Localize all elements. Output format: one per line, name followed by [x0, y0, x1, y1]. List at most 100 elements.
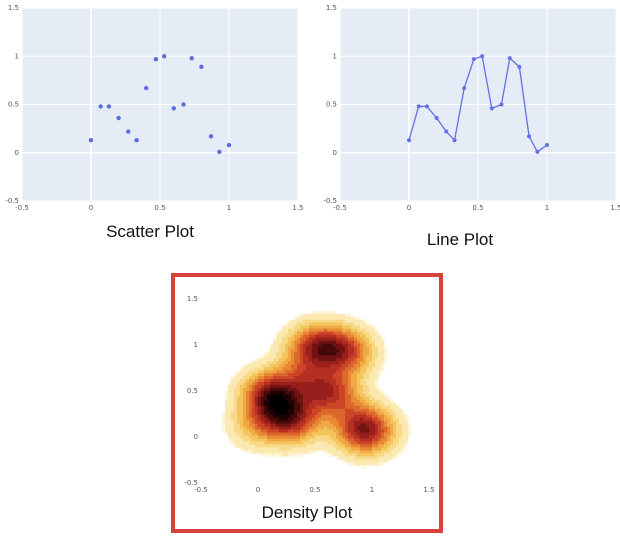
density-cell	[225, 414, 229, 419]
density-cell	[384, 447, 388, 451]
density-cell	[324, 396, 328, 401]
density-cell	[240, 385, 244, 389]
density-cell	[339, 405, 343, 410]
density-cell	[270, 408, 274, 413]
density-cell	[234, 432, 238, 436]
density-cell	[294, 325, 298, 330]
density-cell	[351, 438, 355, 442]
density-cell	[273, 370, 277, 374]
density-cell	[318, 331, 322, 336]
scatter-point	[153, 56, 159, 62]
density-cell	[318, 322, 322, 327]
density-cell	[243, 391, 247, 395]
density-cell	[249, 402, 253, 407]
density-cell	[330, 438, 334, 442]
density-cell	[309, 382, 313, 386]
density-cell	[369, 399, 373, 404]
density-cell	[249, 426, 253, 430]
density-cell	[336, 411, 340, 416]
density-cell	[378, 444, 382, 448]
density-cell	[315, 408, 319, 413]
density-cell	[336, 340, 340, 344]
density-cell	[339, 435, 343, 439]
density-cell	[288, 358, 292, 362]
density-cell	[351, 376, 355, 380]
density-cell	[381, 432, 385, 436]
density-cell	[324, 432, 328, 436]
density-cell	[348, 337, 352, 341]
density-cell	[330, 388, 334, 392]
density-cell	[348, 370, 352, 374]
density-cell	[357, 435, 361, 439]
density-cell	[357, 316, 361, 321]
density-cell	[312, 328, 316, 333]
density-cell	[297, 432, 301, 436]
density-cell	[294, 453, 298, 457]
density-cell	[363, 420, 367, 425]
density-cell	[369, 456, 373, 460]
density-cell	[288, 352, 292, 356]
density-cell	[306, 444, 310, 448]
density-cell	[402, 420, 406, 425]
density-cell	[387, 402, 391, 407]
density-cell	[267, 367, 271, 371]
density-cell	[378, 408, 382, 413]
density-cell	[357, 337, 361, 341]
density-cell	[258, 438, 262, 442]
density-cell	[333, 361, 337, 365]
density-cell	[270, 435, 274, 439]
density-cell	[306, 319, 310, 324]
density-cell	[276, 408, 280, 413]
density-cell	[348, 426, 352, 430]
density-cell	[339, 352, 343, 356]
density-cell	[342, 382, 346, 386]
density-cell	[336, 417, 340, 422]
density-cell	[321, 334, 325, 338]
density-cell	[351, 361, 355, 365]
density-cell	[252, 432, 256, 436]
density-cell	[369, 361, 373, 365]
density-cell	[360, 447, 364, 451]
density-cell	[369, 459, 373, 463]
density-cell	[315, 379, 319, 383]
density-cell	[369, 385, 373, 389]
density-cell	[240, 417, 244, 422]
density-cell	[246, 411, 250, 416]
density-cell	[243, 405, 247, 410]
density-cell	[228, 411, 232, 416]
density-cell	[261, 453, 265, 457]
density-cell	[291, 379, 295, 383]
density-cell	[315, 388, 319, 392]
density-cell	[282, 411, 286, 416]
density-cell	[288, 447, 292, 451]
density-cell	[369, 414, 373, 419]
density-cell	[390, 438, 394, 442]
density-cell	[366, 382, 370, 386]
density-cell	[267, 432, 271, 436]
density-cell	[297, 388, 301, 392]
density-cell	[336, 420, 340, 425]
density-cell	[330, 364, 334, 368]
density-cell	[240, 396, 244, 401]
density-cell	[330, 358, 334, 362]
density-cell	[357, 411, 361, 416]
density-cell	[348, 462, 352, 466]
density-cell	[255, 358, 259, 362]
density-cell	[342, 355, 346, 359]
density-cell	[303, 361, 307, 365]
density-cell	[399, 438, 403, 442]
density-cell	[375, 328, 379, 333]
density-cell	[378, 462, 382, 466]
density-cell	[348, 411, 352, 416]
y-tick-label: -0.5	[323, 197, 337, 205]
density-cell	[336, 355, 340, 359]
density-cell	[264, 429, 268, 433]
density-cell	[252, 361, 256, 365]
density-cell	[264, 376, 268, 380]
density-cell	[252, 373, 256, 377]
density-cell	[327, 361, 331, 365]
density-cell	[270, 399, 274, 404]
density-cell	[288, 364, 292, 368]
density-cell	[333, 450, 337, 454]
density-cell	[366, 441, 370, 445]
